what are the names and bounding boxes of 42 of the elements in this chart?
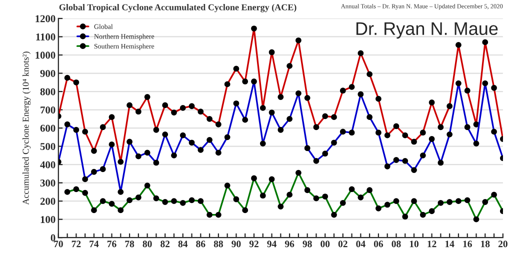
y-tick-label: 800	[40, 88, 56, 96]
x-tick-label: 88	[214, 240, 223, 248]
annotation: Dr. Ryan N. Maue	[356, 22, 498, 39]
x-tick-label: 72	[72, 240, 81, 248]
x-tick-label: 00	[320, 240, 330, 248]
x-tick-label: 76	[107, 240, 116, 248]
y-tick-label: 400	[40, 161, 56, 168]
y-tick-label: 0	[50, 234, 56, 242]
y-tick-label: 600	[40, 124, 56, 132]
x-tick-label: 94	[267, 240, 276, 248]
x-tick-label: 12	[428, 240, 436, 248]
y-tick-label: 1000	[36, 52, 56, 59]
x-tick-label: 98	[302, 240, 312, 248]
x-tick-label: 16	[463, 240, 472, 248]
y-tick-label: 700	[40, 106, 56, 114]
x-tick-label: 96	[284, 240, 294, 248]
chart-title: Global Tropical Cyclone Accumulated Cyclone Energy (ACE)	[59, 4, 296, 12]
x-tick-label: 06	[374, 240, 384, 248]
x-tick-label: 14	[446, 240, 454, 248]
x-tick-label: 04	[356, 240, 366, 248]
x-tick-label: 70	[54, 240, 63, 248]
y-tick-label: 100	[40, 216, 56, 224]
x-tick-label: 82	[160, 240, 170, 248]
x-tick-label: 02	[338, 240, 348, 248]
x-tick-label: 92	[249, 240, 258, 248]
x-tick-label: 20	[498, 240, 508, 248]
x-tick-label: 90	[232, 240, 241, 248]
y-tick-label: 200	[40, 198, 56, 205]
y-tick-label: 1200	[36, 15, 56, 22]
y-tick-label: 500	[40, 142, 56, 150]
x-tick-label: 80	[142, 240, 152, 248]
x-tick-label: 08	[392, 240, 401, 248]
x-tick-label: 84	[178, 240, 188, 248]
x-tick-label: 18	[481, 240, 490, 248]
y-tick-label: 1100	[36, 33, 56, 40]
y-axis-title: Accumulated Cyclone Energy (10⁴ knots²)	[22, 52, 31, 205]
y-tick-label: 300	[40, 180, 56, 187]
x-tick-label: 78	[125, 240, 134, 248]
y-tick-label: 900	[40, 70, 56, 77]
x-tick-label: 74	[90, 240, 99, 248]
x-tick-label: 86	[196, 240, 206, 248]
x-tick-label: 10	[410, 240, 419, 248]
